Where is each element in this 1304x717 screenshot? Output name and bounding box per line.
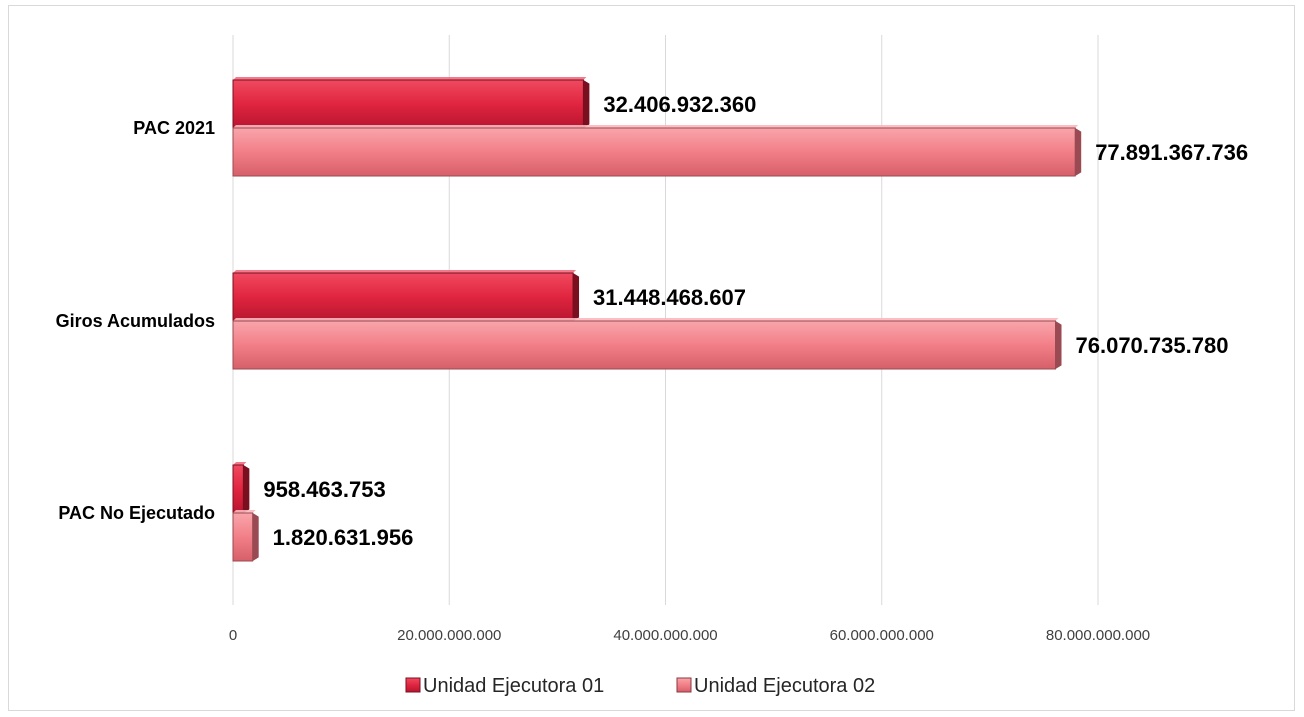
legend-swatch-02 [676, 677, 692, 693]
data-label: 77.891.367.736 [1095, 140, 1248, 165]
data-label: 31.448.468.607 [593, 285, 746, 310]
bar-unidad-01 [232, 464, 244, 514]
legend: Unidad Ejecutora 01 Unidad Ejecutora 02 [405, 675, 875, 697]
legend-label-02: Unidad Ejecutora 02 [694, 675, 875, 697]
bars [232, 77, 1082, 562]
bar-top-face [233, 77, 587, 80]
data-label: 76.070.735.780 [1076, 333, 1229, 358]
bar-unidad-02 [232, 320, 1057, 370]
data-label: 958.463.753 [263, 477, 385, 502]
bar-side-face [583, 80, 590, 128]
bar-unidad-01 [232, 272, 574, 322]
data-label: 1.820.631.956 [273, 525, 414, 550]
category-label: PAC 2021 [133, 118, 215, 138]
bar-side-face [1055, 321, 1062, 369]
bar-top-face [233, 270, 577, 273]
labels: 0 20.000.000.000 40.000.000.000 60.000.000.… [56, 92, 1249, 644]
bar-side-face [243, 465, 250, 513]
bar-side-face [573, 273, 580, 321]
bar-unidad-01 [232, 79, 584, 129]
bar-top-face [233, 510, 256, 513]
legend-label-01: Unidad Ejecutora 01 [423, 675, 604, 697]
x-tick-label: 40.000.000.000 [613, 627, 717, 644]
category-label: PAC No Ejecutado [58, 503, 215, 523]
bar-top-face [233, 318, 1059, 321]
bar-unidad-02 [232, 127, 1076, 177]
chart-frame [8, 5, 1295, 711]
bar-side-face [252, 513, 259, 561]
data-label: 32.406.932.360 [603, 92, 756, 117]
x-tick-label: 60.000.000.000 [830, 627, 934, 644]
bar-side-face [1075, 128, 1082, 176]
bar-unidad-02 [232, 512, 254, 562]
category-label: Giros Acumulados [56, 311, 215, 331]
x-tick-label: 80.000.000.000 [1046, 627, 1150, 644]
x-tick-label: 20.000.000.000 [397, 627, 501, 644]
bar-top-face [233, 125, 1079, 128]
x-tick-label: 0 [229, 627, 237, 644]
bar-top-face [233, 462, 247, 465]
legend-swatch-01 [405, 677, 421, 693]
